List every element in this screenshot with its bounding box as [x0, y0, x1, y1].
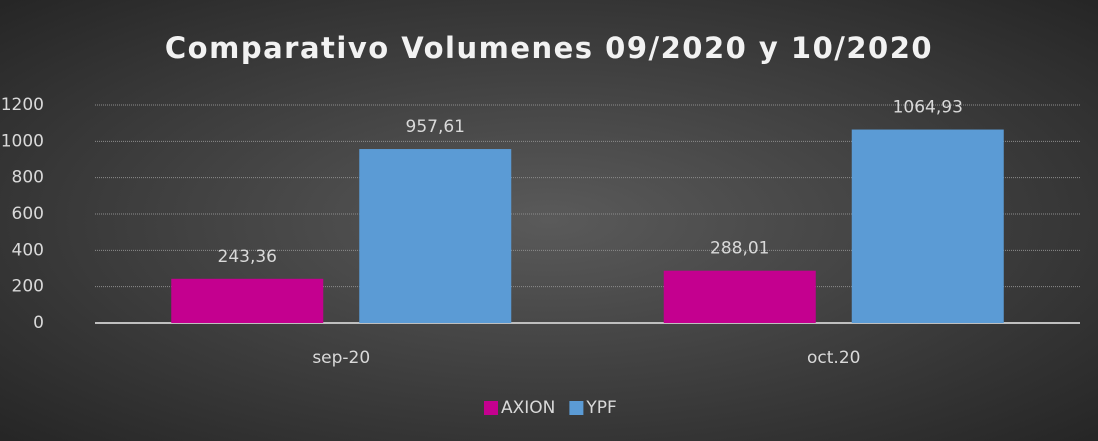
x-tick-label: sep-20	[312, 348, 370, 368]
y-tick-label: 400	[12, 240, 44, 260]
bar	[171, 278, 324, 323]
data-label: 243,36	[218, 247, 277, 267]
x-tick-label: oct.20	[807, 348, 860, 368]
legend-swatch	[484, 401, 498, 415]
bar	[359, 149, 512, 323]
legend-label: YPF	[585, 398, 616, 418]
legend-swatch	[569, 401, 584, 415]
data-label: 957,61	[406, 117, 465, 137]
bar	[851, 129, 1004, 323]
bar	[663, 270, 816, 323]
y-tick-label: 1200	[1, 95, 44, 115]
y-tick-label: 600	[12, 204, 44, 224]
y-tick-label: 200	[12, 277, 44, 297]
y-tick-label: 0	[33, 313, 44, 333]
y-tick-label: 800	[12, 168, 44, 188]
data-label: 288,01	[710, 239, 769, 259]
data-label: 1064,93	[893, 98, 963, 118]
legend-label: AXION	[501, 398, 555, 418]
y-tick-label: 1000	[1, 131, 44, 151]
chart-title: Comparativo Volumenes 09/2020 y 10/2020	[165, 31, 933, 65]
